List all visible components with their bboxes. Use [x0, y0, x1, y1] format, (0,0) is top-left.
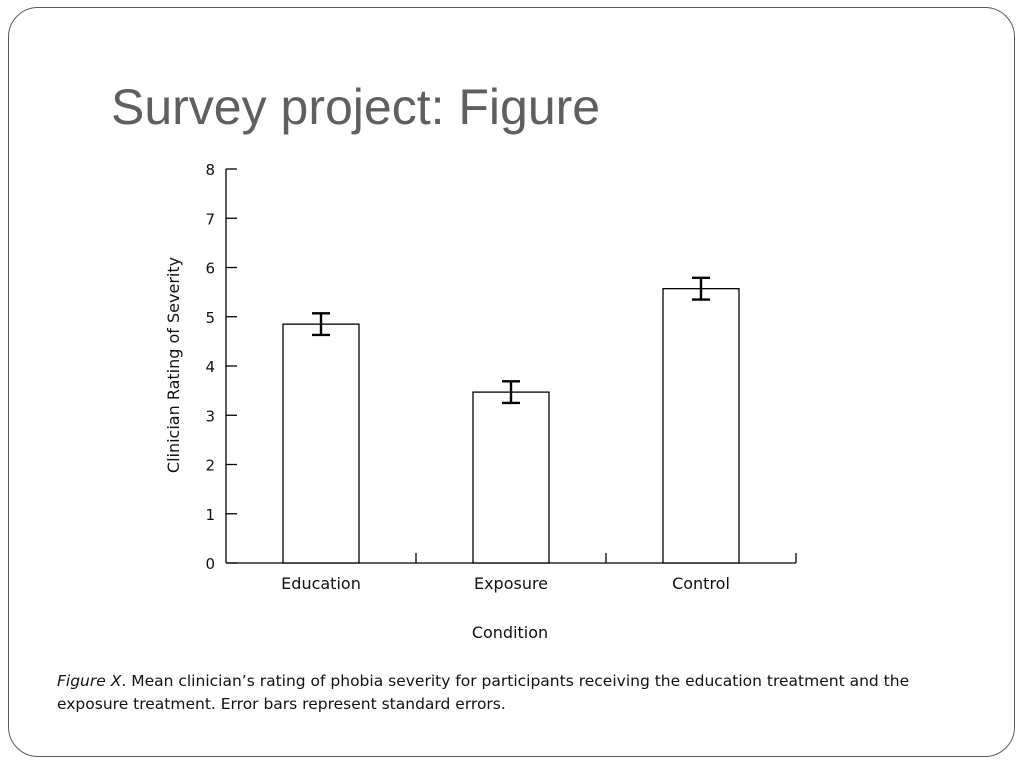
y-axis-label: Clinician Rating of Severity — [164, 257, 183, 473]
caption-lead: Figure X — [57, 672, 122, 690]
y-tick-label: 5 — [205, 309, 215, 327]
error-bars — [312, 276, 710, 405]
slide-frame — [8, 7, 1015, 757]
bars — [282, 288, 740, 564]
x-axis-label: Condition — [472, 623, 548, 642]
bar-control — [662, 288, 740, 564]
y-tick-label: 3 — [205, 407, 215, 425]
y-tick-label: 4 — [205, 358, 215, 376]
error-bar-education — [312, 312, 330, 337]
x-tick-label-control: Control — [672, 574, 730, 593]
caption-text: . Mean clinician’s rating of phobia seve… — [57, 672, 910, 713]
error-bar-control — [692, 276, 710, 301]
y-tick-label: 6 — [205, 260, 215, 278]
x-ticks: Education Exposure Control — [281, 553, 797, 593]
y-tick-label: 2 — [205, 457, 215, 475]
y-tick-label: 1 — [205, 506, 215, 524]
y-ticks: 0 1 2 3 4 5 6 7 8 — [205, 161, 237, 573]
x-tick-label-exposure: Exposure — [474, 574, 548, 593]
bar-education — [282, 323, 360, 564]
bar-exposure — [472, 391, 550, 564]
y-tick-label: 8 — [205, 161, 215, 179]
x-tick-label-education: Education — [281, 574, 361, 593]
error-bar-exposure — [502, 380, 520, 405]
y-tick-label: 0 — [205, 555, 215, 573]
figure-caption: Figure X. Mean clinician’s rating of pho… — [57, 670, 957, 716]
y-tick-label: 7 — [205, 210, 215, 228]
slide-title: Survey project: Figure — [111, 79, 601, 135]
